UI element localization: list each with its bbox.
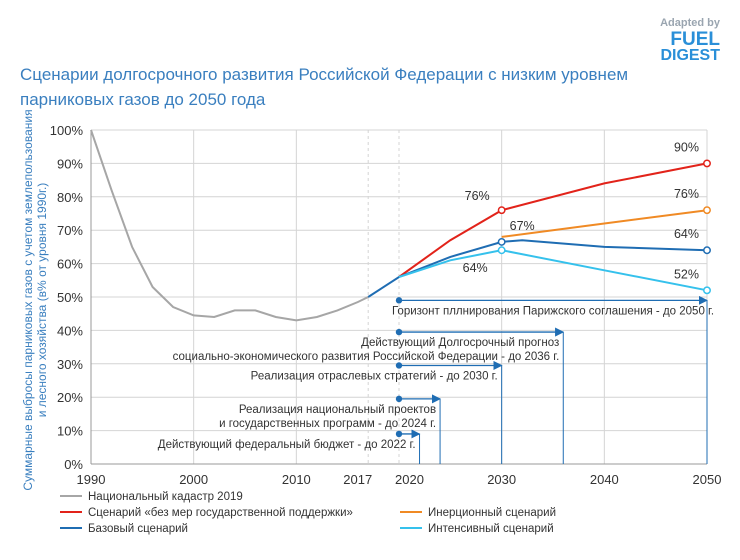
y-tick-label: 80% — [57, 190, 83, 205]
x-tick-label: 2050 — [693, 472, 722, 487]
annotation-label: Реализация отраслевых стратегий - до 203… — [251, 370, 498, 382]
y-tick-label: 50% — [57, 290, 83, 305]
x-tick-label: 2000 — [179, 472, 208, 487]
annotation-label: Действующий федеральный бюджет - до 2022… — [158, 439, 416, 451]
x-tick-label: 2020 — [395, 472, 424, 487]
y-tick-label: 30% — [57, 357, 83, 372]
legend-label: Национальный кадастр 2019 — [88, 491, 243, 503]
annotation-label: Действующий Долгосрочный прогноз — [361, 337, 559, 349]
point-marker — [703, 159, 711, 168]
series-line — [398, 249, 708, 292]
point-marker — [703, 286, 711, 295]
x-tick-label: 1990 — [77, 472, 106, 487]
data-label: 76% — [674, 187, 699, 201]
legend-label: Базовый сценарий — [88, 523, 188, 535]
point-marker — [703, 206, 711, 215]
annotation-dot — [395, 430, 403, 438]
y-axis-label: и лесного хозяйства (в% от уровня 1990г.… — [35, 183, 49, 418]
data-label: 76% — [465, 189, 490, 203]
title-line: парниковых газов до 2050 года — [20, 90, 266, 109]
y-axis-label: Суммарные выбросы парниковых газов с уче… — [21, 109, 35, 490]
y-tick-label: 0% — [64, 457, 83, 472]
annotation-label: Горизонт пллнирования Парижского соглаше… — [392, 305, 714, 317]
y-tick-label: 40% — [57, 323, 83, 338]
point-marker — [703, 246, 711, 255]
x-tick-label: 2017 — [343, 472, 372, 487]
data-label: 64% — [463, 261, 488, 275]
data-label: 90% — [674, 140, 699, 154]
annotation-dot — [395, 297, 403, 304]
legend-label: Инерционный сценарий — [428, 507, 556, 519]
annotation-label: Реализация национальный проектов — [239, 404, 436, 416]
annotation-dot — [395, 362, 403, 369]
x-tick-label: 2030 — [487, 472, 516, 487]
y-tick-label: 70% — [57, 223, 83, 238]
y-tick-label: 10% — [57, 424, 83, 439]
annotation-label: социально-экономического развития Россий… — [173, 351, 560, 363]
data-label: 64% — [674, 227, 699, 241]
point-marker — [497, 206, 506, 215]
legend-label: Интенсивный сценарий — [428, 523, 554, 535]
series-line — [367, 239, 708, 298]
annotation-dot — [395, 395, 403, 403]
brand-bottom: DIGEST — [660, 47, 720, 64]
brand-top: FUEL — [670, 29, 720, 50]
annotation-dot — [395, 328, 403, 336]
annotation-label: и государственных программ - до 2024 г. — [219, 418, 436, 430]
brand-adapted: Adapted by — [660, 17, 721, 29]
legend-label: Сценарий «без мер государственной поддер… — [88, 507, 353, 519]
point-marker — [497, 246, 506, 255]
data-label: 67% — [510, 219, 535, 233]
data-label: 52% — [674, 267, 699, 281]
series-line — [501, 209, 708, 238]
y-tick-label: 90% — [57, 156, 83, 171]
y-tick-label: 100% — [50, 123, 84, 138]
x-tick-label: 2010 — [282, 472, 311, 487]
point-marker — [497, 237, 506, 246]
y-tick-label: 20% — [57, 390, 83, 405]
title-line: Сценарии долгосрочного развития Российск… — [20, 65, 628, 84]
series-line — [90, 129, 369, 322]
y-tick-label: 60% — [57, 257, 83, 272]
x-tick-label: 2040 — [590, 472, 619, 487]
